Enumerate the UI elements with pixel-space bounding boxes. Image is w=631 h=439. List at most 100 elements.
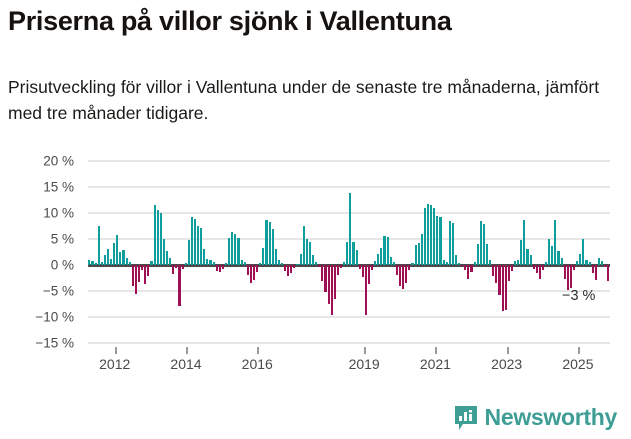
x-axis-tick-label: 2014 (170, 356, 202, 372)
x-axis-tick-label: 2023 (491, 356, 523, 372)
bar (383, 235, 386, 265)
bar (538, 265, 541, 279)
bar (144, 265, 147, 284)
bar (374, 260, 377, 265)
bar (600, 260, 604, 265)
bar (265, 220, 268, 265)
bar (520, 240, 523, 265)
bar (486, 244, 489, 265)
bar (271, 228, 274, 265)
bar (495, 265, 498, 283)
bar (315, 262, 318, 265)
bar (448, 221, 451, 265)
bar (200, 227, 203, 265)
bar (169, 257, 172, 265)
bar (122, 250, 125, 265)
bar (526, 249, 529, 265)
gridline (88, 316, 610, 318)
bar (274, 249, 277, 265)
y-axis-tick-label: 5 % (50, 231, 74, 247)
bar (193, 219, 197, 265)
bar (221, 265, 224, 269)
bar (399, 265, 402, 286)
bar (411, 262, 414, 265)
bar (296, 263, 299, 265)
bar (318, 265, 321, 268)
bar (554, 220, 557, 265)
x-axis-tick (364, 347, 367, 354)
page-title: Priserna på villor sjönk i Vallentuna (8, 6, 452, 36)
bar (327, 265, 330, 304)
bar (113, 243, 116, 265)
bar (461, 265, 464, 267)
bar (560, 257, 563, 265)
bar (371, 265, 374, 271)
bar (395, 265, 398, 276)
bar (607, 265, 610, 281)
bar (423, 207, 426, 265)
bar (290, 265, 293, 274)
bar (110, 258, 113, 265)
bar (228, 237, 231, 265)
x-axis-tick (506, 347, 509, 354)
bar (454, 254, 458, 265)
bar (451, 223, 454, 265)
bar (591, 265, 594, 274)
bar (184, 262, 187, 265)
bar (138, 265, 141, 282)
bar (215, 265, 218, 271)
bar (97, 226, 100, 265)
bar (405, 265, 408, 283)
bar (268, 221, 271, 265)
bar (153, 205, 156, 265)
x-axis-tick (185, 347, 188, 354)
x-axis-tick (114, 347, 117, 354)
bar (498, 265, 501, 296)
y-axis-tick-label: 15 % (43, 179, 74, 195)
chart-area: 20 % 15 % 10 % 5 % 0 % −5 % −10 % −15 % 2012 201… (0, 150, 631, 400)
bar (141, 265, 144, 271)
bar (321, 265, 324, 281)
bar (88, 259, 91, 265)
bar (284, 265, 287, 272)
bar (116, 234, 119, 265)
newsworthy-logo[interactable]: Newsworthy (454, 404, 617, 431)
y-axis-tick-label: −5 % (42, 283, 74, 299)
bar (305, 239, 308, 265)
bar (492, 265, 495, 277)
bar (532, 265, 535, 270)
gridline (88, 186, 610, 188)
bar (557, 251, 560, 265)
bar (94, 262, 97, 265)
bar (582, 239, 585, 265)
bar (277, 259, 280, 265)
gridline (88, 160, 610, 162)
bar (355, 250, 358, 265)
bar (308, 242, 311, 265)
bar (178, 265, 181, 306)
y-axis-tick-label: −10 % (35, 309, 74, 325)
bar-chart-speech-bubble-icon (454, 405, 477, 430)
bar (361, 265, 364, 278)
bar (162, 239, 165, 265)
bar (103, 254, 106, 265)
bar (209, 259, 212, 265)
bar (420, 233, 423, 265)
bar (464, 265, 467, 271)
bar (467, 265, 470, 279)
bar (507, 265, 510, 281)
bar (231, 232, 234, 265)
bar (548, 239, 551, 265)
bar (597, 257, 600, 265)
bar (573, 265, 576, 271)
bar (302, 226, 305, 265)
bar (386, 236, 389, 265)
bar (377, 253, 380, 265)
bar (352, 241, 355, 265)
bar (256, 265, 259, 273)
bar (545, 261, 548, 265)
bar (262, 248, 265, 265)
bar (389, 256, 392, 265)
bar (100, 261, 103, 265)
bar (523, 220, 526, 265)
